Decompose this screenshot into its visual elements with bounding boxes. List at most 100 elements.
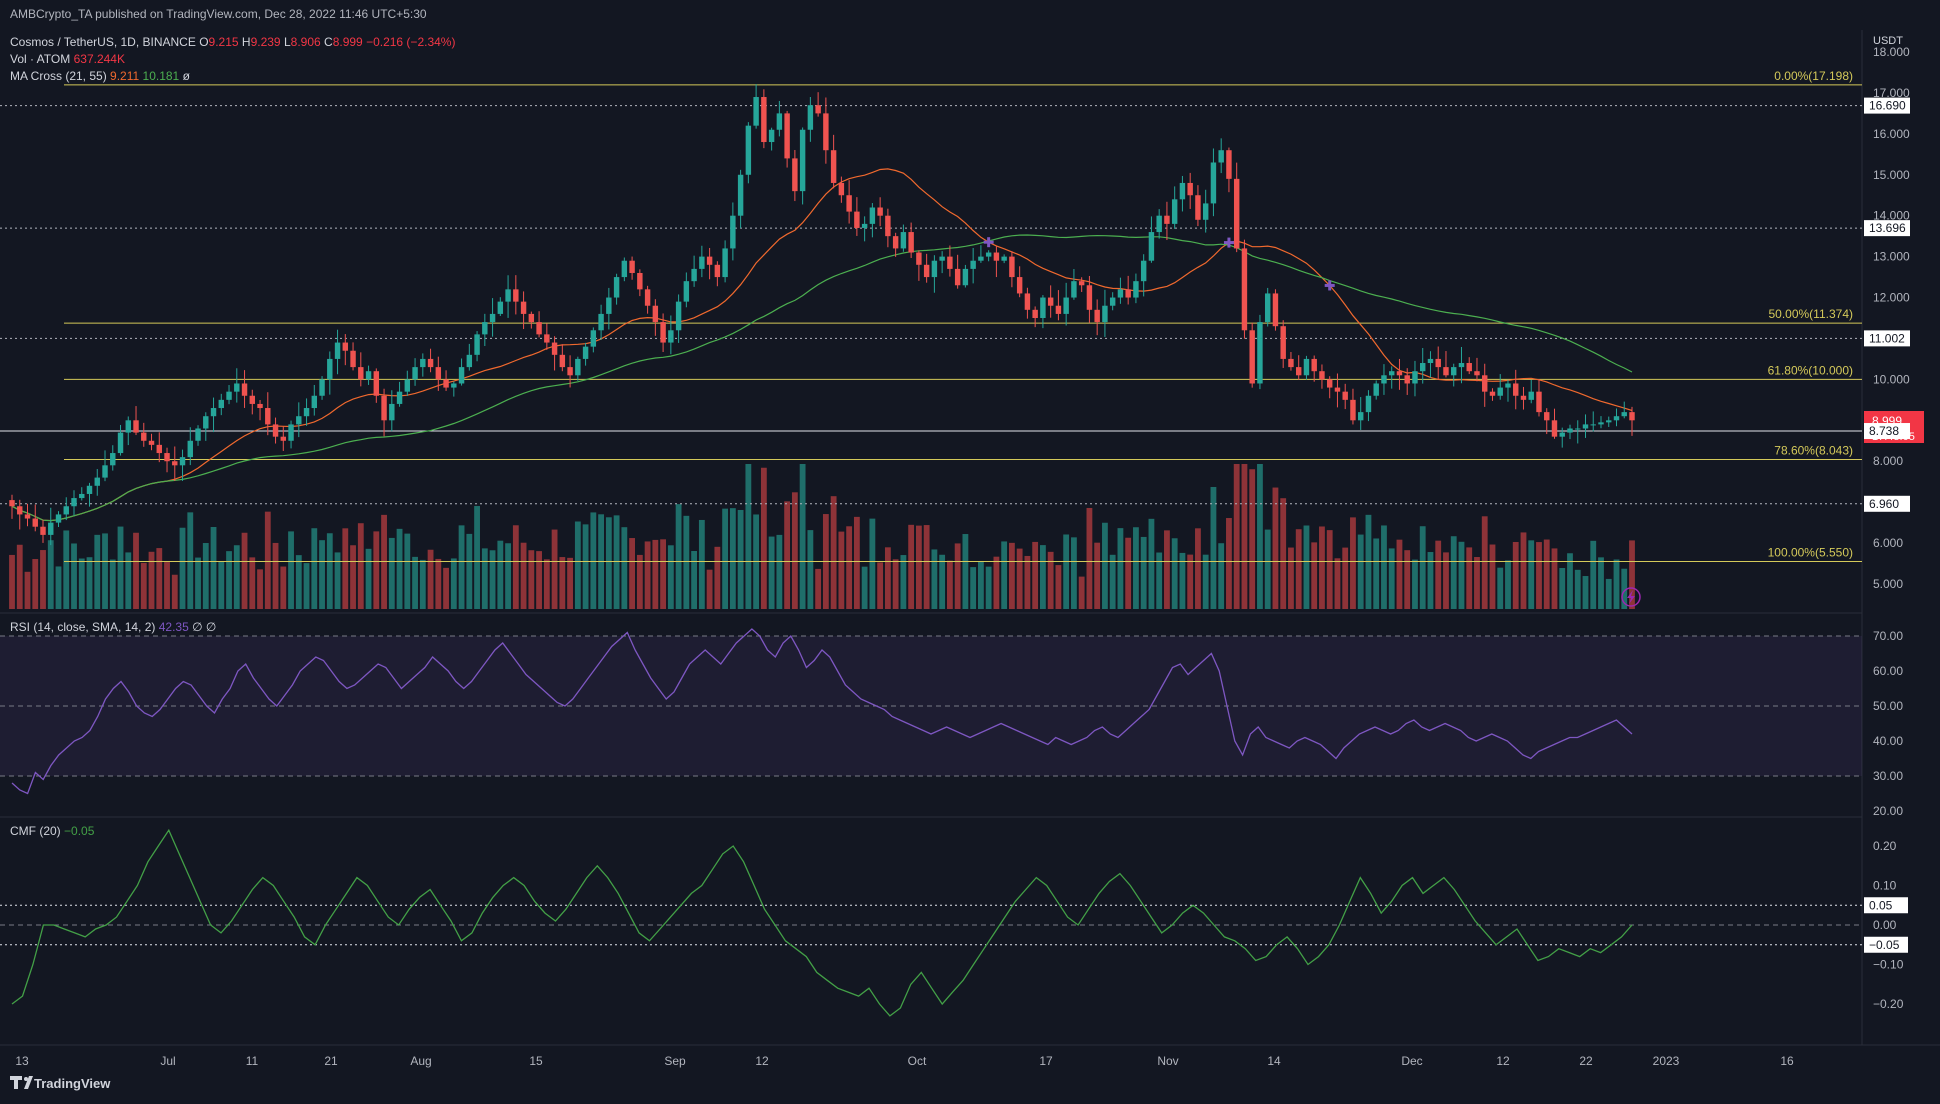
candle[interactable] (272, 417, 279, 444)
candle[interactable] (117, 424, 124, 456)
candle[interactable] (1016, 266, 1023, 298)
candle[interactable] (288, 420, 294, 449)
candle[interactable] (1319, 364, 1325, 389)
candle[interactable] (939, 251, 945, 274)
candle[interactable] (412, 358, 418, 386)
candle[interactable] (1575, 420, 1581, 444)
candle[interactable] (327, 351, 333, 395)
candle[interactable] (861, 216, 868, 242)
candle[interactable] (427, 348, 434, 373)
candle[interactable] (590, 327, 597, 353)
candle[interactable] (954, 254, 961, 289)
candle[interactable] (1233, 162, 1240, 253)
candle[interactable] (978, 245, 984, 263)
candle[interactable] (1528, 379, 1534, 404)
candle[interactable] (1047, 285, 1054, 318)
candle[interactable] (505, 275, 511, 318)
candle[interactable] (1272, 289, 1279, 331)
candle[interactable] (1427, 351, 1434, 378)
candle[interactable] (1187, 172, 1193, 209)
candle[interactable] (1505, 379, 1511, 402)
candle[interactable] (141, 422, 147, 447)
candle[interactable] (606, 287, 612, 330)
candle[interactable] (48, 507, 54, 546)
candle[interactable] (179, 449, 186, 481)
candle[interactable] (474, 331, 480, 362)
candle[interactable] (1156, 209, 1162, 239)
cmf-label[interactable]: CMF (20) (10, 824, 61, 838)
candle[interactable] (1536, 379, 1542, 417)
candle[interactable] (1489, 388, 1496, 401)
candle[interactable] (1567, 424, 1573, 440)
candle[interactable] (1404, 368, 1410, 395)
candle[interactable] (644, 285, 651, 314)
candle[interactable] (660, 313, 666, 352)
candle[interactable] (869, 203, 876, 238)
time-axis[interactable]: 13 Jul 11 21 Aug 15 Sep 12 Oct 17 Nov 14 Dec 12 22 2023… (15, 1054, 1794, 1068)
candle[interactable] (1412, 360, 1418, 397)
candle[interactable] (768, 127, 775, 151)
candle[interactable] (280, 426, 287, 451)
rsi-pane[interactable]: 70.00 60.00 50.00 40.00 30.00 20.00 (0, 628, 1903, 818)
candle[interactable] (544, 323, 550, 350)
candle[interactable] (1598, 416, 1604, 429)
candle[interactable] (885, 208, 891, 248)
candle[interactable] (420, 353, 426, 377)
candle[interactable] (265, 392, 271, 436)
candle[interactable] (55, 511, 62, 527)
candle[interactable] (1613, 408, 1620, 427)
tradingview-logo-icon[interactable] (10, 1076, 33, 1089)
candle[interactable] (745, 122, 752, 184)
candle[interactable] (1606, 416, 1612, 427)
candle[interactable] (1195, 185, 1201, 227)
candle[interactable] (1063, 282, 1069, 326)
candle[interactable] (17, 499, 23, 530)
candle[interactable] (389, 390, 395, 432)
candle[interactable] (668, 315, 674, 355)
candle[interactable] (947, 245, 953, 277)
candle[interactable] (1148, 216, 1155, 263)
rsi-label[interactable]: RSI (14, close, SMA, 14, 2) (10, 620, 156, 634)
candle[interactable] (1435, 346, 1441, 380)
candle[interactable] (358, 352, 364, 387)
candle[interactable] (303, 398, 310, 426)
candle[interactable] (86, 482, 93, 507)
volume-label[interactable]: Vol · ATOM (10, 52, 71, 66)
candle[interactable] (203, 412, 209, 441)
candle[interactable] (730, 202, 736, 261)
candle[interactable] (311, 384, 318, 416)
candle[interactable] (102, 450, 108, 482)
candle[interactable] (32, 504, 38, 532)
candlesticks[interactable] (9, 84, 1635, 546)
candle[interactable] (1117, 277, 1124, 304)
candle[interactable] (466, 343, 473, 371)
tradingview-brand[interactable]: TradingView (34, 1076, 111, 1091)
candle[interactable] (334, 329, 341, 375)
candle[interactable] (551, 336, 558, 371)
candle[interactable] (1621, 401, 1627, 419)
candle[interactable] (815, 92, 821, 117)
candle[interactable] (1288, 352, 1294, 371)
candle[interactable] (1040, 295, 1046, 329)
candle[interactable] (164, 447, 170, 473)
symbol-name[interactable]: Cosmos / TetherUS, 1D, BINANCE (10, 35, 196, 49)
candle[interactable] (582, 342, 589, 366)
candle[interactable] (1249, 322, 1255, 388)
candle[interactable] (1342, 383, 1348, 410)
candle[interactable] (296, 402, 302, 438)
candle[interactable] (846, 180, 852, 224)
candle[interactable] (931, 255, 938, 293)
candle[interactable] (1311, 355, 1317, 382)
candle[interactable] (1458, 346, 1465, 384)
candle[interactable] (784, 110, 790, 168)
candle[interactable] (342, 334, 349, 366)
candle[interactable] (637, 269, 643, 297)
candle[interactable] (319, 376, 325, 400)
candle[interactable] (1582, 414, 1589, 438)
candle[interactable] (1055, 290, 1062, 321)
candle[interactable] (1109, 292, 1116, 311)
candle[interactable] (1009, 251, 1015, 288)
candle[interactable] (249, 389, 255, 415)
candle[interactable] (1133, 273, 1139, 304)
